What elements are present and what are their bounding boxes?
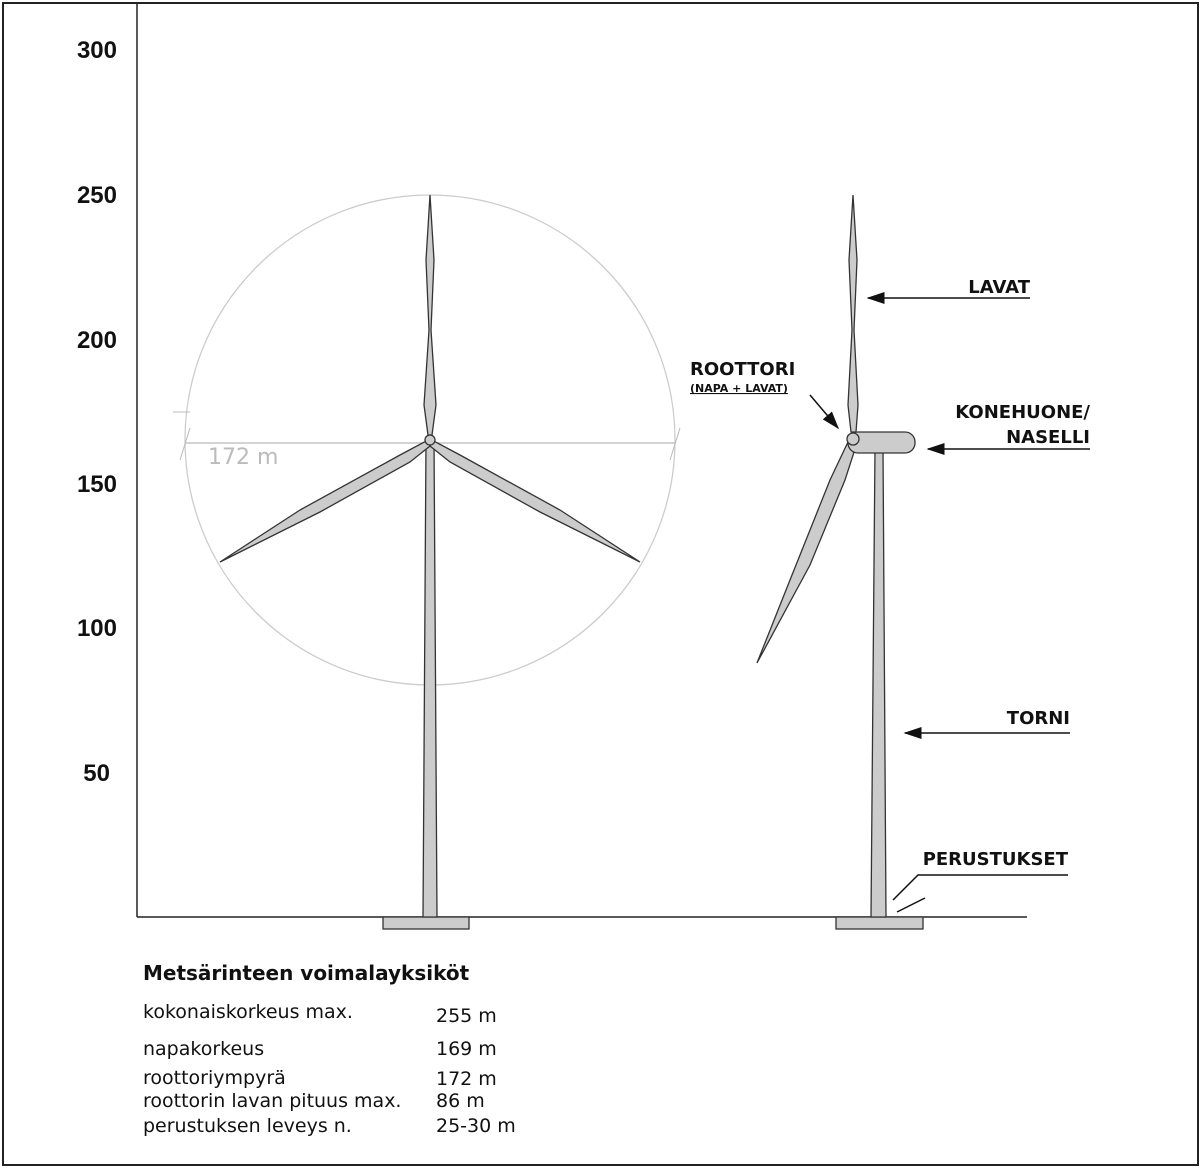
table-title: Metsärinteen voimalayksiköt (143, 961, 470, 985)
axis-label: 150 (77, 471, 117, 498)
label: LAVAT (968, 277, 1030, 298)
label: (NAPA + LAVAT) (690, 382, 788, 395)
hub (424, 434, 436, 446)
row-label: perustuksen leveys n. (143, 1115, 352, 1137)
row-label: roottoriympyrä (143, 1067, 286, 1089)
blade (756, 441, 857, 664)
dimension-tick (669, 427, 681, 461)
row-value: 25-30 m (436, 1115, 516, 1137)
label: NASELLI (1006, 427, 1090, 448)
turbine-side (756, 194, 924, 930)
spec-table: Metsärinteen voimalayksiköt kokonaiskork… (143, 961, 516, 1137)
row-value: 169 m (436, 1038, 497, 1060)
leader (896, 897, 926, 913)
label: PERUSTUKSET (923, 849, 1069, 870)
row-value: 255 m (436, 1005, 497, 1027)
axis-label: 50 (83, 760, 110, 787)
blade (429, 439, 641, 563)
axis-label: 200 (77, 327, 117, 354)
dimension-label: 172 m (208, 445, 278, 470)
axis-label: 300 (77, 37, 117, 64)
row-label: napakorkeus (143, 1038, 264, 1060)
row-value: 172 m (436, 1068, 497, 1090)
tower (870, 447, 887, 918)
foundation (835, 916, 924, 930)
turbine-front: 172 m (173, 194, 681, 930)
blade (847, 194, 859, 433)
row-value: 86 m (436, 1090, 485, 1112)
leader (892, 874, 1068, 901)
dimension-tick (179, 427, 191, 461)
axis-label: 250 (77, 182, 117, 209)
axis-label: 100 (77, 615, 117, 642)
label: KONEHUONE/ (955, 402, 1090, 423)
foundation (382, 916, 470, 930)
row-label: kokonaiskorkeus max. (143, 1001, 353, 1023)
axis-labels: 300 250 200 150 100 50 (77, 37, 117, 787)
row-label: roottorin lavan pituus max. (143, 1090, 401, 1112)
label: TORNI (1007, 708, 1070, 729)
tower (422, 439, 438, 918)
blade (423, 194, 437, 436)
callouts: LAVAT ROOTTORI (NAPA + LAVAT) KONEHUONE/… (690, 277, 1090, 913)
arrow (809, 394, 839, 430)
label: ROOTTORI (690, 359, 795, 380)
hub (846, 432, 860, 446)
